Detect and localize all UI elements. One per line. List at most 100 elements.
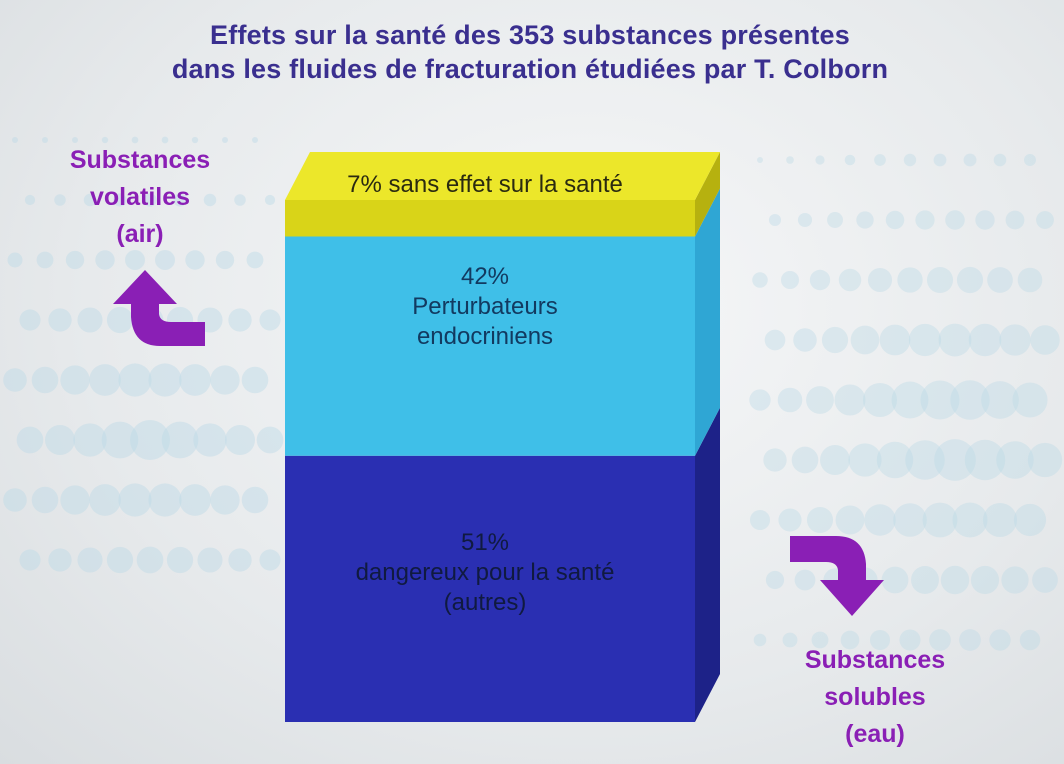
background-dot bbox=[815, 155, 825, 165]
background-dot bbox=[838, 268, 862, 292]
background-dot bbox=[850, 325, 880, 355]
background-dot bbox=[786, 156, 794, 164]
background-dot bbox=[246, 251, 264, 269]
background-dot bbox=[1001, 566, 1029, 594]
background-dot bbox=[938, 323, 972, 357]
background-dot bbox=[1027, 442, 1063, 478]
background-dot bbox=[210, 365, 240, 395]
segment-label-endocrine: 42% Perturbateurs endocriniens bbox=[285, 262, 685, 352]
background-dot bbox=[31, 486, 59, 514]
background-dot bbox=[911, 566, 939, 594]
background-dot bbox=[891, 381, 929, 419]
background-dot bbox=[782, 632, 798, 648]
background-dot bbox=[968, 323, 1002, 357]
background-dot bbox=[83, 193, 97, 207]
background-dot bbox=[856, 211, 874, 229]
background-dot bbox=[256, 426, 284, 454]
background-dot bbox=[862, 382, 898, 418]
background-dot bbox=[1024, 154, 1036, 166]
background-dot bbox=[191, 136, 199, 144]
background-dot bbox=[915, 210, 935, 230]
background-dot bbox=[101, 421, 139, 459]
background-dot bbox=[148, 483, 182, 517]
background-dot bbox=[874, 154, 886, 166]
bar-segment-endocrine-side bbox=[695, 188, 720, 456]
background-dot bbox=[77, 547, 103, 573]
segment-label-dangerous: 51% dangereux pour la santé (autres) bbox=[285, 528, 685, 618]
background-dot bbox=[234, 194, 246, 206]
volatile-substances-label: Substances volatiles (air) bbox=[69, 146, 211, 248]
background-dot bbox=[264, 194, 276, 206]
background-dot bbox=[31, 366, 59, 394]
background-dot bbox=[764, 329, 786, 351]
background-dot bbox=[36, 251, 54, 269]
background-dot bbox=[765, 570, 785, 590]
background-dot bbox=[920, 380, 960, 420]
background-dot bbox=[241, 486, 269, 514]
title-line-2: dans les fluides de fracturation étudiée… bbox=[171, 54, 889, 84]
background-dot bbox=[89, 364, 121, 396]
background-dot bbox=[835, 505, 865, 535]
background-dot bbox=[963, 153, 977, 167]
background-dot bbox=[987, 267, 1013, 293]
bar-segment-endocrine bbox=[285, 236, 695, 456]
background-dot bbox=[867, 267, 893, 293]
background-dot bbox=[999, 324, 1031, 356]
title-line-1: Effets sur la santé des 353 substances p… bbox=[210, 20, 850, 50]
background-dot bbox=[106, 306, 134, 334]
background-dot bbox=[54, 194, 66, 206]
background-dot bbox=[1005, 210, 1025, 230]
background-dot bbox=[113, 193, 127, 207]
background-dot bbox=[993, 153, 1007, 167]
background-dot bbox=[982, 502, 1018, 538]
bar-segment-dangerous-side bbox=[695, 407, 720, 722]
background-dot bbox=[793, 328, 817, 352]
background-dot bbox=[179, 364, 211, 396]
background-dot bbox=[899, 629, 921, 651]
background-dot bbox=[763, 448, 787, 472]
endocrine-line-2: endocriniens bbox=[416, 323, 554, 350]
background-dot bbox=[950, 380, 990, 420]
background-dot bbox=[16, 426, 44, 454]
background-dot bbox=[7, 252, 23, 268]
background-dot bbox=[1012, 382, 1048, 418]
background-dot bbox=[143, 193, 157, 207]
background-dot bbox=[1017, 267, 1043, 293]
bar-segment-no-effect bbox=[285, 200, 695, 237]
dangerous-percent: 51% bbox=[460, 529, 510, 556]
background-dot bbox=[259, 309, 281, 331]
background-dot bbox=[155, 250, 175, 270]
background-dot bbox=[922, 502, 958, 538]
background-dot bbox=[228, 548, 252, 572]
soluble-substances-label: Substances solubles (eau) bbox=[804, 646, 946, 748]
background-dot bbox=[118, 483, 152, 517]
background-dot bbox=[77, 307, 103, 333]
background-dot bbox=[60, 485, 90, 515]
background-dot bbox=[749, 389, 771, 411]
background-dot bbox=[778, 508, 802, 532]
background-dot bbox=[777, 387, 803, 413]
background-dot bbox=[959, 629, 981, 651]
background-dot bbox=[3, 488, 27, 512]
background-dot bbox=[210, 485, 240, 515]
background-dot bbox=[791, 446, 819, 474]
stacked-bar-chart bbox=[285, 152, 720, 722]
background-dot bbox=[12, 137, 18, 143]
background-dot bbox=[897, 267, 923, 293]
background-dot bbox=[173, 193, 187, 207]
background-dot bbox=[929, 629, 951, 651]
background-dot bbox=[757, 157, 763, 163]
background-dot bbox=[933, 153, 947, 167]
background-dot bbox=[749, 509, 771, 531]
background-dot bbox=[161, 136, 169, 144]
background-dot bbox=[811, 631, 829, 649]
background-dot bbox=[996, 441, 1034, 479]
background-dot bbox=[73, 423, 107, 457]
background-dot bbox=[89, 484, 121, 516]
chart-title: Effets sur la santé des 353 substances p… bbox=[60, 18, 1000, 86]
background-dot bbox=[989, 629, 1011, 651]
background-dot bbox=[48, 548, 72, 572]
segment-label-no-effect: 7% sans effet sur la santé bbox=[347, 171, 623, 198]
background-dot bbox=[780, 270, 800, 290]
background-dot bbox=[1013, 503, 1047, 537]
